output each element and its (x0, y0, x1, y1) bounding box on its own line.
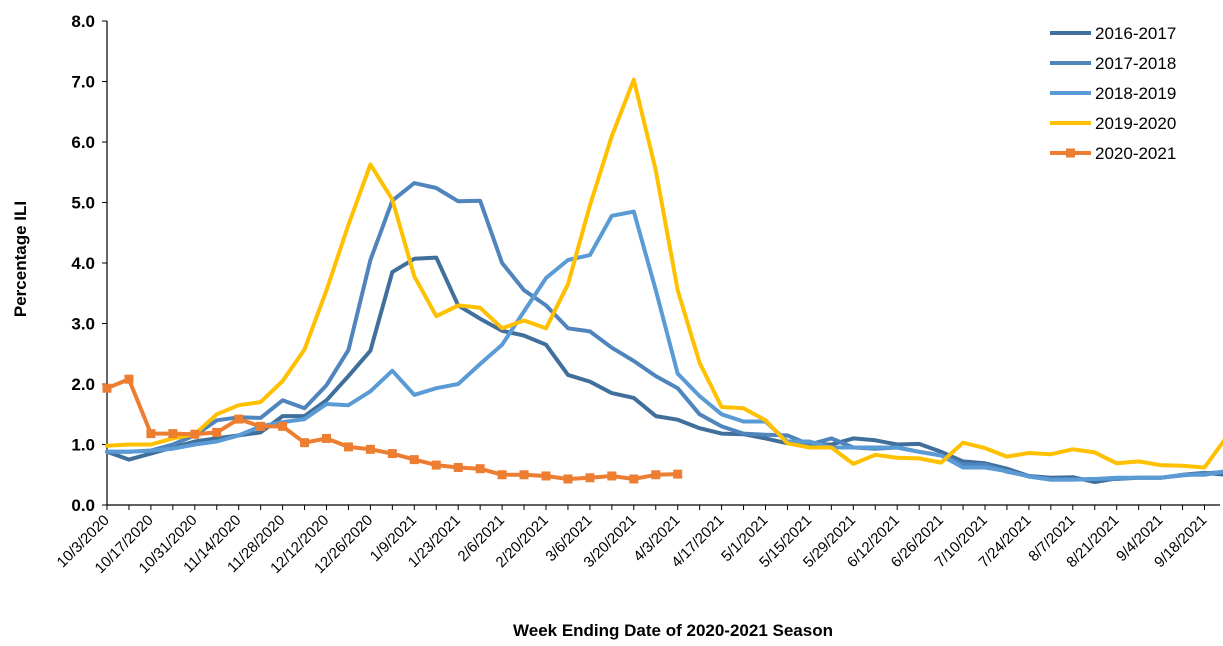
data-point (146, 429, 156, 439)
data-point (124, 374, 134, 384)
data-point (168, 429, 178, 439)
data-point (322, 433, 331, 443)
legend-item: 2018-2019 (1050, 84, 1176, 103)
series-2016-2017 (105, 255, 1223, 484)
y-tick-label: 7.0 (71, 73, 95, 92)
series-line-2020-2021 (105, 377, 680, 481)
legend-label: 2017-2018 (1095, 54, 1176, 73)
series-2018-2019 (105, 209, 1223, 482)
y-tick-label: 8.0 (71, 12, 95, 31)
data-point (387, 449, 397, 459)
legend: 2016-2017 2017-2018 2018-2019 2019-2020 2020… (1050, 24, 1176, 163)
legend-label: 2019-2020 (1095, 114, 1176, 133)
y-axis-title: Percentage ILI (11, 201, 30, 317)
legend-label: 2018-2019 (1095, 84, 1176, 103)
y-tick-label: 3.0 (71, 315, 95, 334)
series-group (102, 77, 1223, 484)
y-tick-label: 5.0 (71, 194, 95, 213)
data-point (343, 442, 353, 452)
data-point (212, 427, 222, 437)
legend-marker (1066, 148, 1075, 158)
data-point (102, 383, 112, 393)
data-point (409, 455, 419, 465)
data-point (607, 471, 617, 481)
data-point (519, 470, 529, 480)
data-point (278, 421, 288, 431)
y-tick-label: 4.0 (71, 254, 95, 273)
data-point (453, 462, 463, 472)
data-point (365, 444, 375, 454)
legend-label: 2016-2017 (1095, 24, 1176, 43)
series-2019-2020 (105, 77, 1223, 470)
y-tick-label: 1.0 (71, 436, 95, 455)
data-point (585, 473, 595, 483)
data-point (629, 474, 639, 484)
data-point (190, 429, 200, 439)
series-2020-2021 (102, 374, 683, 484)
data-point (673, 469, 683, 479)
x-axis-title: Week Ending Date of 2020-2021 Season (513, 621, 833, 640)
data-point (431, 460, 441, 470)
data-point (497, 470, 507, 480)
data-point (475, 464, 485, 474)
data-point (651, 470, 661, 480)
data-point (563, 474, 573, 484)
legend-item: 2020-2021 (1050, 144, 1176, 163)
data-point (234, 414, 244, 424)
data-point (300, 438, 310, 448)
legend-item: 2016-2017 (1050, 24, 1176, 43)
y-tick-label: 0.0 (71, 496, 95, 515)
series-line-2019-2020 (105, 77, 1223, 470)
legend-item: 2019-2020 (1050, 114, 1176, 133)
legend-label: 2020-2021 (1095, 144, 1176, 163)
data-point (256, 421, 266, 431)
legend-item: 2017-2018 (1050, 54, 1176, 73)
data-point (541, 471, 551, 481)
series-line-2018-2019 (105, 209, 1223, 482)
y-tick-label: 2.0 (71, 375, 95, 394)
series-line-2016-2017 (105, 255, 1223, 484)
y-tick-label: 6.0 (71, 133, 95, 152)
